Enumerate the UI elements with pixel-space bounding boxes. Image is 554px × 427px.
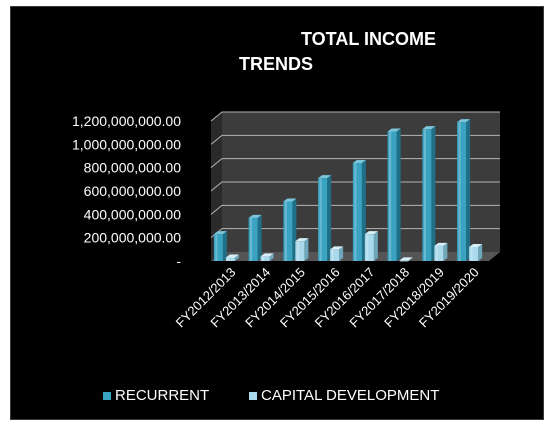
y-tick-label: 800,000,000.00 xyxy=(84,160,182,176)
capital-development-bar-fy2016-2017 xyxy=(364,231,378,261)
legend-swatch-recurrent xyxy=(103,391,111,400)
y-tick-label: - xyxy=(176,253,181,269)
y-tick-label: 200,000,000.00 xyxy=(84,230,182,246)
recurrent-bar-fy2014-2015 xyxy=(283,198,297,261)
recurrent-bar-fy2019-2020 xyxy=(457,119,471,262)
recurrent-bar-fy2012-2013 xyxy=(213,231,227,261)
gridline xyxy=(210,158,500,169)
legend-item-recurrent: RECURRENT xyxy=(103,387,209,404)
recurrent-bar-fy2017-2018 xyxy=(387,128,401,261)
recurrent-bar-fy2016-2017 xyxy=(352,160,366,261)
gridline xyxy=(210,134,500,145)
capital-development-bar-fy2012-2013 xyxy=(225,254,239,261)
gridline xyxy=(210,181,500,192)
y-tick-label: 1,000,000,000.00 xyxy=(72,136,181,152)
capital-development-bar-fy2013-2014 xyxy=(260,253,274,261)
capital-development-bar-fy2019-2020 xyxy=(469,244,483,261)
y-tick-label: 1,200,000,000.00 xyxy=(72,113,181,129)
y-tick-label: 400,000,000.00 xyxy=(84,206,182,222)
legend-label-recurrent: RECURRENT xyxy=(115,387,210,404)
chart-title-line-2: TRENDS xyxy=(239,54,314,74)
recurrent-bar-fy2013-2014 xyxy=(248,214,262,261)
capital-development-bar-fy2018-2019 xyxy=(434,242,448,261)
chart-area: TOTAL INCOME TRENDS - 200,000,000.00 400,0… xyxy=(10,6,544,420)
gridline xyxy=(210,111,500,122)
chart-plot: - 200,000,000.00 400,000,000.00 600,000,000… xyxy=(72,111,500,330)
capital-development-bar-fy2017-2018 xyxy=(399,257,413,262)
gridline xyxy=(210,204,500,215)
chart-title-line-1: TOTAL INCOME xyxy=(301,29,436,49)
y-tick-label: 600,000,000.00 xyxy=(84,183,182,199)
legend-label-capital-development: CAPITAL DEVELOPMENT xyxy=(261,387,440,404)
recurrent-bar-fy2018-2019 xyxy=(422,126,436,262)
capital-development-bar-fy2014-2015 xyxy=(295,238,309,261)
legend-swatch-capital-development xyxy=(249,391,257,400)
legend-item-capital-development: CAPITAL DEVELOPMENT xyxy=(249,387,439,404)
capital-development-bar-fy2015-2016 xyxy=(330,246,344,261)
recurrent-bar-fy2015-2016 xyxy=(318,175,332,261)
